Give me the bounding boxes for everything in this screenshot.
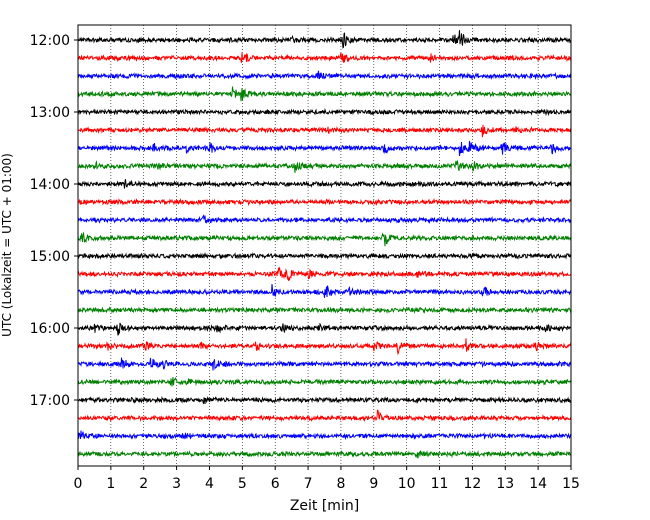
trace-1300 xyxy=(77,107,572,117)
trace-1215 xyxy=(77,52,572,64)
x-axis-label: Zeit [min] xyxy=(290,498,359,514)
y-tick-label: 17:00 xyxy=(30,393,70,409)
y-tick-label: 13:00 xyxy=(30,105,70,121)
trace-1600 xyxy=(77,322,572,336)
x-tick-label: 13 xyxy=(496,476,514,492)
trace-1700 xyxy=(77,395,572,404)
x-axis-ticks: 0 1 2 3 4 5 6 7 8 9 10 11 12 13 14 15 xyxy=(74,466,580,492)
plot-frame xyxy=(77,24,572,467)
x-tick-label: 1 xyxy=(106,476,115,492)
x-tick-label: 15 xyxy=(562,476,580,492)
traces xyxy=(77,30,572,459)
y-tick-label: 12:00 xyxy=(30,33,70,49)
trace-1645 xyxy=(77,376,572,387)
x-tick-label: 9 xyxy=(369,476,378,492)
y-tick-label: 14:00 xyxy=(30,177,70,193)
x-tick-label: 12 xyxy=(463,476,481,492)
x-tick-label: 11 xyxy=(431,476,449,492)
y-axis-label: UTC (Lokalzeit = UTC + 01:00) xyxy=(0,153,14,337)
trace-1400 xyxy=(77,179,572,189)
x-tick-label: 8 xyxy=(336,476,345,492)
trace-1230 xyxy=(77,70,572,81)
x-tick-label: 0 xyxy=(74,476,83,492)
x-tick-label: 2 xyxy=(139,476,148,492)
trace-1445 xyxy=(77,231,572,247)
trace-1430 xyxy=(77,214,572,225)
x-tick-label: 6 xyxy=(271,476,280,492)
x-tick-label: 14 xyxy=(529,476,547,492)
y-tick-label: 15:00 xyxy=(30,249,70,265)
trace-1530 xyxy=(77,284,572,298)
trace-1730 xyxy=(77,430,572,441)
trace-1500 xyxy=(77,252,572,260)
y-tick-label: 16:00 xyxy=(30,321,70,337)
x-tick-label: 5 xyxy=(238,476,247,492)
trace-1200 xyxy=(77,30,572,49)
trace-1745 xyxy=(77,449,572,459)
trace-1245 xyxy=(77,86,572,102)
trace-1630 xyxy=(77,357,572,371)
trace-1415 xyxy=(77,197,572,207)
x-tick-label: 4 xyxy=(205,476,214,492)
trace-1345 xyxy=(77,160,572,173)
x-tick-label: 3 xyxy=(172,476,181,492)
y-axis-ticks: 12:00 13:00 14:00 15:00 16:00 17:00 xyxy=(30,33,78,409)
trace-1545 xyxy=(77,306,572,315)
trace-1715 xyxy=(77,409,572,423)
trace-1315 xyxy=(77,124,572,138)
trace-1515 xyxy=(77,266,572,281)
x-tick-label: 10 xyxy=(398,476,416,492)
trace-1615 xyxy=(77,338,572,356)
x-tick-label: 7 xyxy=(304,476,313,492)
trace-1330 xyxy=(77,140,572,157)
